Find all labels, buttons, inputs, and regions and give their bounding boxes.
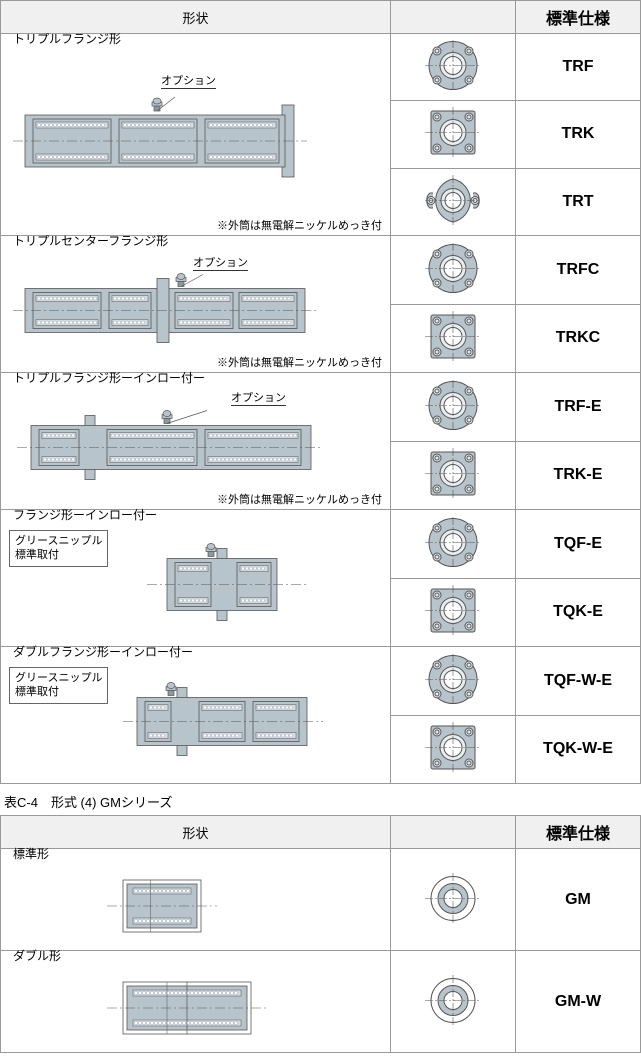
shape-title: ダブルフランジ形ーインロー付ー — [7, 640, 384, 663]
flange-view — [391, 647, 516, 716]
flange-view — [391, 849, 516, 951]
spec-code: TQF-E — [516, 510, 641, 579]
flange-view — [391, 441, 516, 510]
flange-view — [391, 715, 516, 784]
shape-title: ダブル形 — [7, 944, 384, 967]
shape-title: トリプルフランジ形ーインロー付ー — [7, 366, 384, 389]
spec-code: GM-W — [516, 951, 641, 1053]
shape-title: トリプルセンターフランジ形 — [7, 229, 384, 252]
flange-view — [391, 510, 516, 579]
shape-cell: ダブル形 — [1, 951, 391, 1053]
grease-nipple-label: グリースニップル標準取付 — [9, 530, 108, 567]
spec-code: TRFC — [516, 236, 641, 305]
spec-code: TRF — [516, 34, 641, 101]
flange-view — [391, 951, 516, 1053]
flange-view — [391, 373, 516, 442]
flange-view — [391, 578, 516, 647]
spec-code: TRT — [516, 168, 641, 235]
spec-code: TQF-W-E — [516, 647, 641, 716]
shape-cell: フランジ形ーインロー付ーグリースニップル標準取付 — [1, 510, 391, 647]
flange-view — [391, 34, 516, 101]
th-flange-blank-2 — [391, 816, 516, 849]
shape-cell: ダブルフランジ形ーインロー付ーグリースニップル標準取付 — [1, 647, 391, 784]
spec-code: GM — [516, 849, 641, 951]
shape-cell: トリプルフランジ形ーインロー付ーオプション ※外筒は無電解ニッケルめっき付 — [1, 373, 391, 510]
spec-code: TRKC — [516, 304, 641, 373]
flange-view — [391, 304, 516, 373]
shape-title: トリプルフランジ形 — [7, 27, 384, 50]
table-1: 形状 標準仕様 トリプルフランジ形オプション ※外筒は無電解ニッケルめっき付 T… — [0, 0, 641, 784]
spec-code: TRK-E — [516, 441, 641, 510]
option-label: オプション — [193, 254, 248, 271]
flange-view — [391, 168, 516, 235]
table-2: 形状 標準仕様 標準形 GMダブル形 GM-W — [0, 815, 641, 1053]
th-spec-2: 標準仕様 — [516, 816, 641, 849]
flange-view — [391, 236, 516, 305]
side-drawing — [7, 967, 384, 1060]
spec-code: TQK-W-E — [516, 715, 641, 784]
grease-nipple-label: グリースニップル標準取付 — [9, 667, 108, 704]
th-flange-blank — [391, 1, 516, 34]
shape-title: 標準形 — [7, 842, 384, 865]
th-spec: 標準仕様 — [516, 1, 641, 34]
shape-cell: トリプルセンターフランジ形オプション ※外筒は無電解ニッケルめっき付 — [1, 236, 391, 373]
shape-title: フランジ形ーインロー付ー — [7, 503, 384, 526]
shape-cell: トリプルフランジ形オプション ※外筒は無電解ニッケルめっき付 — [1, 34, 391, 236]
spec-code: TRK — [516, 101, 641, 168]
option-label: オプション — [231, 389, 286, 406]
option-label: オプション — [161, 72, 216, 89]
shape-cell: 標準形 — [1, 849, 391, 951]
spec-code: TQK-E — [516, 578, 641, 647]
spec-code: TRF-E — [516, 373, 641, 442]
flange-view — [391, 101, 516, 168]
